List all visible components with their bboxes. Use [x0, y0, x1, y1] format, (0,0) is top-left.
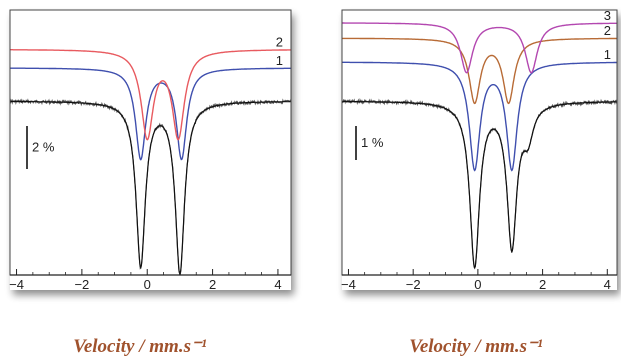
x-axis-label: Velocity / mm.s⁻¹: [409, 336, 543, 356]
panel-background: [342, 10, 617, 290]
component-label-3: 3: [604, 8, 611, 23]
component-label-2: 2: [604, 23, 611, 38]
x-tick-label: 2: [539, 277, 546, 292]
component-line-1: [10, 67, 291, 161]
component-line-2: [10, 49, 291, 141]
x-tick-label: 0: [144, 277, 151, 292]
x-tick-label: −2: [406, 277, 421, 292]
fitted-envelope-line: [10, 100, 292, 275]
x-tick-label: −4: [341, 277, 356, 292]
scale-bar-label: 1 %: [361, 135, 384, 150]
x-tick-label: 0: [474, 277, 481, 292]
spectrum-panel-left: 1 2 2 % −4 −2 0 2 4 Velocity / mm.s⁻¹: [9, 9, 292, 356]
x-axis-label: Velocity / mm.s⁻¹: [73, 336, 207, 356]
x-tick-label: 2: [209, 277, 216, 292]
component-line-2: [342, 37, 617, 105]
component-label-1: 1: [604, 47, 611, 62]
component-line-1: [342, 61, 617, 172]
x-tick-label: 4: [274, 277, 281, 292]
x-tick-label: −4: [9, 277, 24, 292]
fitted-envelope-line: [342, 100, 617, 270]
x-tick-label: 4: [604, 277, 611, 292]
scale-bar-label: 2 %: [32, 140, 55, 155]
component-line-3: [342, 22, 617, 74]
component-label-2: 2: [276, 34, 283, 49]
component-label-1: 1: [276, 53, 283, 68]
x-tick-label: −2: [74, 277, 89, 292]
